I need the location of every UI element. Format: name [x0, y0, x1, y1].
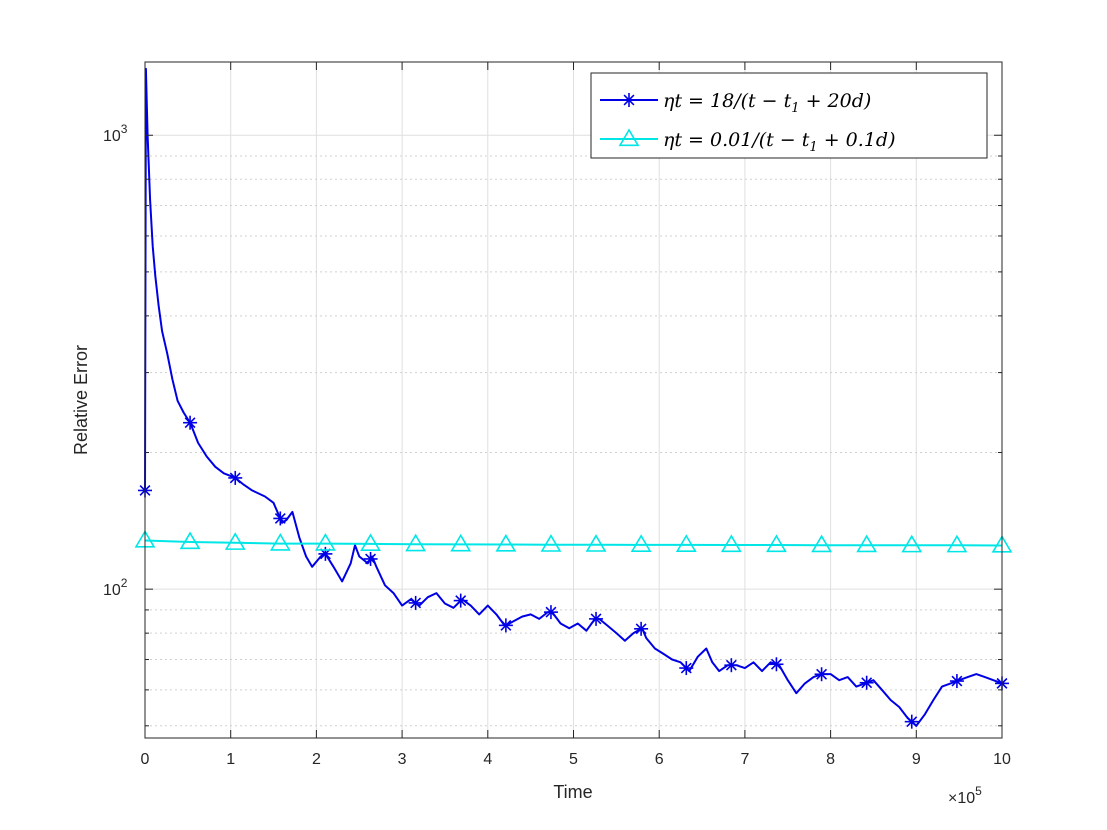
asterisk-marker-stroke [229, 472, 241, 484]
legend-asterisk-marker [622, 93, 636, 107]
triangle-marker [585, 534, 607, 552]
series-line-1 [144, 67, 1003, 727]
x-axis-label: Time [553, 782, 592, 802]
x-tick-label: 8 [826, 751, 835, 768]
legend-asterisk [622, 93, 636, 107]
asterisk-marker-stroke [770, 658, 782, 670]
triangle-marker [811, 534, 833, 553]
asterisk-marker-stroke [635, 623, 647, 635]
y-axis-label: Relative Error [71, 345, 91, 455]
asterisk-marker-stroke [680, 662, 692, 674]
asterisk-marker-stroke [861, 677, 873, 689]
asterisk-marker [679, 661, 694, 676]
legend-entry-2: ηt = 0.01/(t − t1 + 0.1d) [663, 129, 895, 155]
triangle-marker [269, 533, 291, 551]
series-line-2 [144, 539, 1003, 547]
triangle-marker [766, 534, 787, 553]
asterisk-marker-stroke [410, 597, 422, 609]
asterisk-marker [724, 658, 739, 673]
x-tick-label: 9 [912, 751, 921, 768]
asterisk-marker [453, 593, 468, 608]
asterisk-marker [183, 415, 198, 430]
asterisk-marker [634, 621, 649, 636]
x-tick-label: 5 [569, 751, 578, 768]
legend-entry-1: ηt = 18/(t − t1 + 20d) [663, 90, 871, 116]
asterisk-marker [859, 675, 874, 690]
triangle-marker [630, 534, 652, 552]
asterisk-marker [949, 674, 964, 689]
x-tick-label: 4 [483, 751, 492, 768]
triangle-marker [405, 533, 427, 552]
legend-triangle [618, 128, 640, 147]
asterisk-marker [498, 618, 513, 633]
asterisk-marker [904, 714, 919, 729]
series-layer [134, 67, 1013, 729]
triangle-marker [540, 534, 562, 552]
x-tick-label: 3 [398, 751, 407, 768]
triangle-marker [495, 533, 517, 552]
triangle-marker [856, 534, 878, 553]
legend-asterisk-stroke [623, 94, 635, 106]
x-multiplier-label: ×105 [948, 784, 982, 807]
legend-box [590, 72, 988, 159]
asterisk-marker [814, 667, 829, 682]
asterisk-marker [589, 611, 604, 626]
asterisk-marker-stroke [500, 619, 512, 631]
triangle-marker [675, 534, 697, 552]
asterisk-marker [363, 551, 378, 566]
asterisk-marker-stroke [545, 606, 557, 618]
triangle-marker [179, 531, 201, 550]
asterisk-marker-stroke [590, 613, 602, 625]
asterisk-marker [273, 511, 288, 526]
asterisk-marker-stroke [951, 675, 963, 687]
asterisk-marker-stroke [816, 668, 828, 680]
x-tick-label: 1 [226, 751, 235, 768]
x-tick-label: 6 [655, 751, 664, 768]
x-tick-label: 10 [993, 751, 1011, 768]
triangle-marker [901, 534, 923, 553]
triangle-marker [946, 534, 968, 553]
asterisk-marker [228, 470, 243, 485]
legend-triangle-marker [618, 128, 640, 147]
asterisk-marker-stroke [455, 595, 467, 607]
triangle-marker [720, 534, 742, 553]
axis-ticks: 0 1 2 3 4 5 6 7 8 9 10 102 103 [103, 62, 1011, 768]
x-tick-label: 0 [141, 751, 150, 768]
x-tick-label: 2 [312, 751, 321, 768]
asterisk-marker-stroke [906, 716, 918, 728]
asterisk-marker-stroke [365, 553, 377, 565]
asterisk-marker [769, 657, 784, 672]
asterisk-marker-stroke [184, 417, 196, 429]
y-tick-label: 102 [103, 576, 128, 599]
y-tick-label: 103 [103, 122, 128, 145]
triangle-marker [224, 532, 246, 550]
triangle-marker [314, 533, 336, 551]
asterisk-marker [543, 605, 558, 620]
triangle-marker [450, 533, 472, 552]
asterisk-marker-stroke [274, 512, 286, 524]
x-tick-label: 7 [740, 751, 749, 768]
legend: ηt = 18/(t − t1 + 20d) ηt = 0.01/(t − t1… [590, 72, 988, 159]
asterisk-marker-stroke [725, 659, 737, 671]
triangle-marker [360, 533, 381, 552]
asterisk-marker [408, 595, 423, 610]
